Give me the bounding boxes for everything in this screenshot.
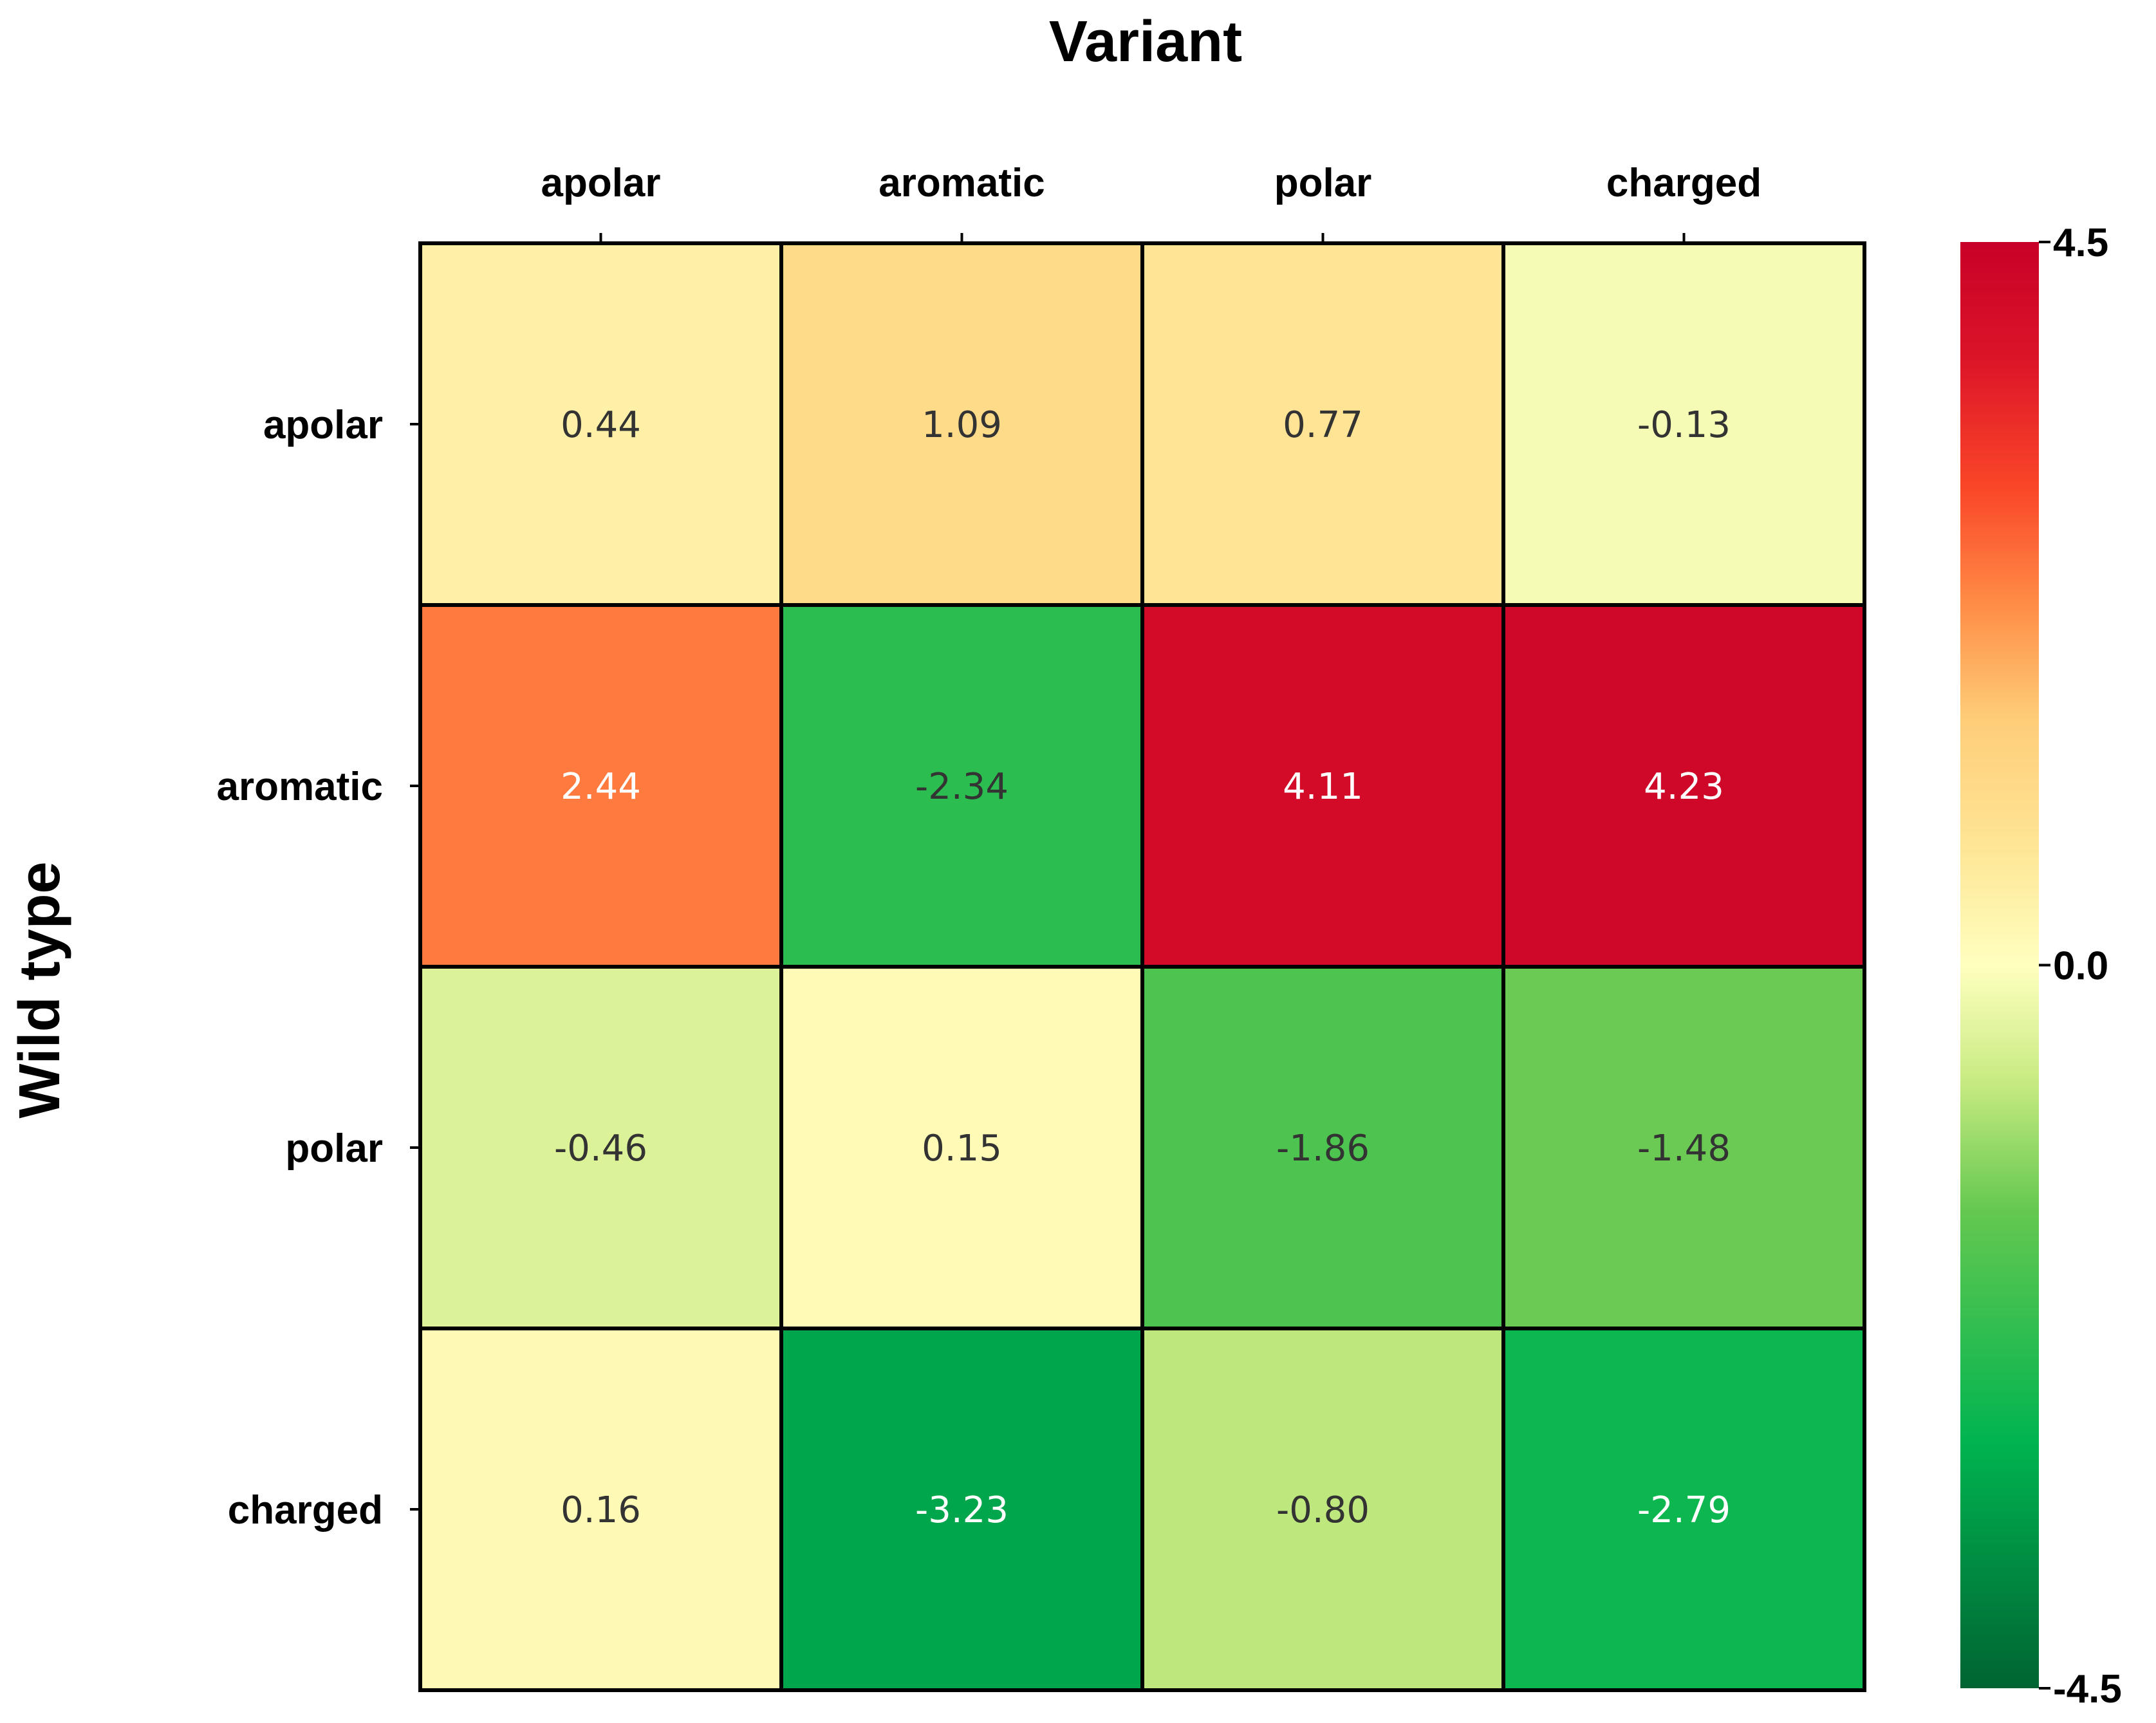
- heatmap-cell-0-0: [418, 241, 783, 607]
- cell-value-label-3-0: 0.16: [561, 1489, 641, 1531]
- cell-value-label-0-3: -0.13: [1637, 404, 1731, 446]
- colorbar-tick-label-1: 0.0: [2053, 944, 2108, 989]
- heatmap-cell-3-0: [418, 1327, 783, 1692]
- y-tick-label-2: polar: [285, 1126, 383, 1171]
- chart-title: Variant: [1049, 10, 1242, 74]
- y-axis-label: Wild type: [8, 861, 72, 1118]
- y-tick-label-1: aromatic: [217, 765, 383, 809]
- colorbar-tick-label-2: -4.5: [2053, 1667, 2122, 1711]
- heatmap-cell-0-1: [779, 241, 1144, 607]
- colorbar-gradient: [1960, 242, 2039, 1688]
- cell-value-label-3-1: -3.23: [915, 1489, 1008, 1531]
- cell-value-label-0-1: 1.09: [922, 404, 1002, 446]
- heatmap-cells: 0.44 1.09 0.77 -0.13 2.44 -2.34 4.11 4.23 -0.46 0…: [418, 241, 1866, 1692]
- cell-value-label-3-3: -2.79: [1637, 1489, 1731, 1531]
- x-tick-label-1: aromatic: [878, 161, 1045, 205]
- cell-value-label-0-0: 0.44: [561, 404, 641, 446]
- colorbar: 4.5 0.0 -4.5: [1960, 221, 2122, 1711]
- y-axis-ticks: apolar aromatic polar charged: [217, 403, 420, 1532]
- y-tick-label-3: charged: [228, 1488, 383, 1532]
- cell-value-label-2-2: -1.86: [1276, 1128, 1370, 1169]
- heatmap-cell-1-1: [779, 603, 1144, 969]
- cell-value-label-0-2: 0.77: [1283, 404, 1363, 446]
- x-tick-label-3: charged: [1606, 161, 1761, 205]
- cell-value-label-2-1: 0.15: [922, 1128, 1002, 1169]
- x-axis-ticks: apolar aromatic polar charged: [541, 161, 1761, 243]
- heatmap-cell-0-3: [1501, 241, 1866, 607]
- cell-value-label-2-3: -1.48: [1637, 1128, 1731, 1169]
- cell-value-label-1-1: -2.34: [915, 766, 1008, 808]
- cell-value-label-1-2: 4.11: [1283, 766, 1363, 808]
- heatmap-cell-3-1: [779, 1327, 1144, 1692]
- heatmap-cell-1-0: [418, 603, 783, 969]
- heatmap-cell-1-3: [1501, 603, 1866, 969]
- heatmap-cell-3-2: [1140, 1327, 1505, 1692]
- cell-value-label-1-0: 2.44: [561, 766, 641, 808]
- x-tick-label-2: polar: [1274, 161, 1372, 205]
- heatmap-frame: [418, 241, 1866, 1692]
- y-tick-label-0: apolar: [263, 403, 383, 447]
- cell-value-label-3-2: -0.80: [1276, 1489, 1370, 1531]
- colorbar-tick-label-0: 4.5: [2053, 221, 2108, 265]
- heatmap-cell-2-1: [779, 965, 1144, 1330]
- heatmap-cell-3-3: [1501, 1327, 1866, 1692]
- cell-value-label-1-3: 4.23: [1644, 766, 1724, 808]
- cell-value-label-2-0: -0.46: [554, 1128, 647, 1169]
- heatmap-cell-2-3: [1501, 965, 1866, 1330]
- x-tick-label-0: apolar: [541, 161, 660, 205]
